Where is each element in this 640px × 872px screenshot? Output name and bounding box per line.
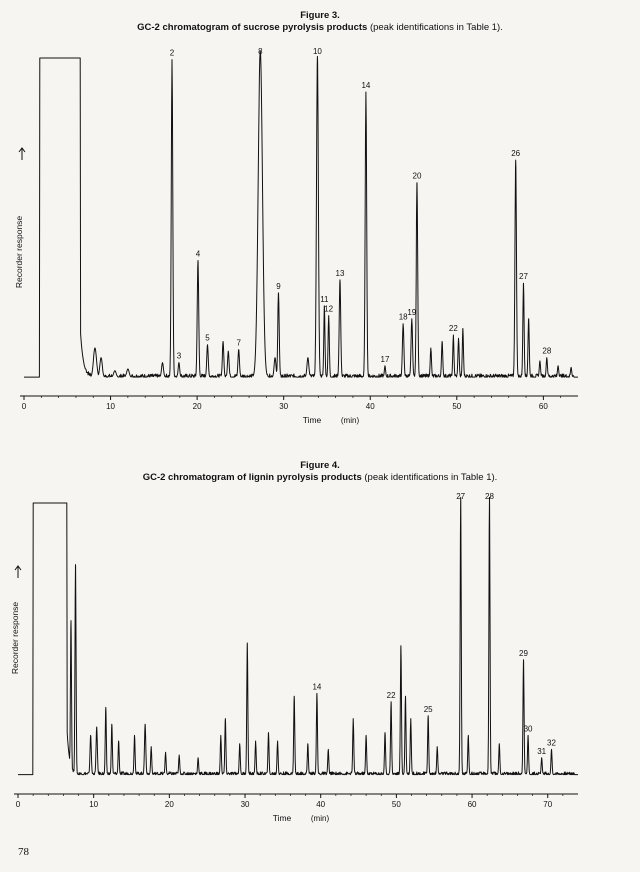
x-tick-label: 70 bbox=[543, 800, 552, 809]
peak-label: 18 bbox=[399, 313, 408, 322]
peak-label: 14 bbox=[361, 81, 370, 90]
x-tick-label: 60 bbox=[468, 800, 477, 809]
sucrose-chromatogram: 0 10 20 30 40 50 60 Time (min) Recorder response 2… bbox=[14, 47, 579, 425]
peak-label: 3 bbox=[177, 352, 182, 361]
x-tick-label: 50 bbox=[392, 800, 401, 809]
peak-label: 32 bbox=[547, 738, 556, 747]
x-tick-label: 0 bbox=[22, 402, 27, 411]
page-number: 78 bbox=[18, 846, 29, 858]
y-direction-arrow-icon bbox=[14, 565, 22, 578]
peak-label: 22 bbox=[449, 324, 458, 333]
peak-label: 28 bbox=[542, 347, 551, 356]
peak-label: 14 bbox=[312, 682, 321, 691]
figure-4-caption: Figure 4. GC-2 chromatogram of lignin py… bbox=[0, 460, 640, 484]
y-axis-label: Recorder response bbox=[14, 216, 24, 289]
x-axis-unit: (min) bbox=[311, 814, 330, 823]
x-tick-label: 10 bbox=[89, 800, 98, 809]
figure-3-label: Figure 3. bbox=[300, 10, 340, 21]
x-tick-label: 40 bbox=[316, 800, 325, 809]
x-tick-label: 20 bbox=[193, 402, 202, 411]
chromatogram-trace bbox=[17, 496, 579, 776]
peak-label: 7 bbox=[236, 339, 241, 348]
x-tick-label: 10 bbox=[106, 402, 115, 411]
peak-label: 11 bbox=[320, 295, 329, 304]
peak-label: 27 bbox=[456, 492, 465, 501]
peak-label: 17 bbox=[381, 355, 390, 364]
peak-label: 9 bbox=[276, 282, 281, 291]
x-tick-label: 60 bbox=[539, 402, 548, 411]
x-tick-label: 50 bbox=[452, 402, 461, 411]
figure-3-caption: Figure 3. GC-2 chromatogram of sucrose p… bbox=[0, 10, 640, 34]
peak-label: 28 bbox=[485, 492, 494, 501]
y-axis-label: Recorder response bbox=[10, 602, 20, 675]
peak-label: 25 bbox=[424, 705, 433, 714]
peak-label: 12 bbox=[324, 305, 333, 314]
x-axis-label: Time bbox=[273, 813, 292, 823]
peak-label: 13 bbox=[336, 269, 345, 278]
peak-label: 22 bbox=[387, 691, 396, 700]
figure-4-label: Figure 4. bbox=[300, 460, 340, 471]
figure-4-title: GC-2 chromatogram of lignin pyrolysis pr… bbox=[142, 472, 362, 483]
peak-label: 4 bbox=[196, 250, 201, 259]
figure-3-title: GC-2 chromatogram of sucrose pyrolysis p… bbox=[137, 22, 368, 33]
peak-label: 8 bbox=[258, 47, 263, 56]
peak-label: 10 bbox=[313, 47, 322, 56]
x-tick-label: 30 bbox=[279, 402, 288, 411]
lignin-chromatogram: 0 10 20 30 40 50 60 70 Time (min) Recorder respons… bbox=[10, 492, 579, 823]
peak-label: 27 bbox=[519, 272, 528, 281]
x-tick-label: 40 bbox=[366, 402, 375, 411]
peak-label: 30 bbox=[524, 724, 533, 733]
figure-4-title-note: (peak identifications in Table 1). bbox=[361, 472, 498, 483]
chromatogram-trace bbox=[23, 51, 579, 378]
peak-label: 19 bbox=[407, 308, 416, 317]
x-tick-label: 20 bbox=[165, 800, 174, 809]
x-tick-label: 0 bbox=[16, 800, 21, 809]
x-tick-label: 30 bbox=[241, 800, 250, 809]
peak-label: 20 bbox=[413, 172, 422, 181]
peak-label: 26 bbox=[511, 149, 520, 158]
x-axis-label: Time bbox=[303, 415, 322, 425]
peak-label: 2 bbox=[170, 49, 175, 58]
peak-label: 29 bbox=[519, 649, 528, 658]
peak-label: 31 bbox=[537, 747, 546, 756]
figure-3-title-note: (peak identifications in Table 1). bbox=[367, 22, 503, 33]
x-axis-unit: (min) bbox=[341, 416, 360, 425]
y-direction-arrow-icon bbox=[18, 147, 26, 160]
peak-label: 5 bbox=[205, 334, 210, 343]
